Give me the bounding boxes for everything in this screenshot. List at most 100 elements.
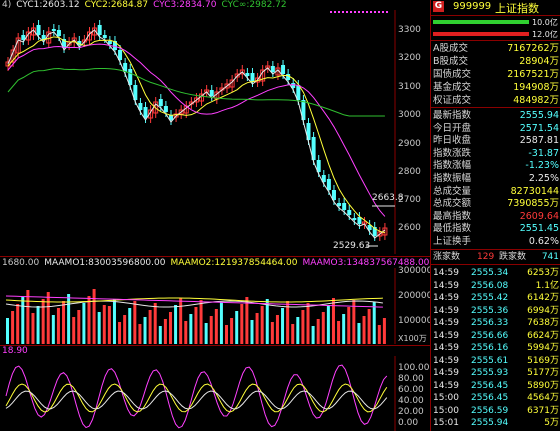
volume-bar-2-label: 12.0亿 xyxy=(532,30,558,39)
tick-row[interactable]: 14:59 2556.66 6624万 xyxy=(431,330,560,342)
candle-body xyxy=(128,69,133,85)
volume-bar xyxy=(56,308,60,344)
quote-label: 指数振幅 xyxy=(433,173,472,184)
tick-price: 2556.66 xyxy=(471,330,509,341)
candle-body xyxy=(245,73,250,76)
panel-divider xyxy=(0,256,430,257)
volume-bar xyxy=(255,313,259,344)
tick-row[interactable]: 15:00 2556.45 4564万 xyxy=(431,392,560,404)
quote-row: B股成交 28904万 xyxy=(431,56,560,67)
volume-bar xyxy=(153,303,157,344)
tick-row[interactable]: 15:00 2556.59 6371万 xyxy=(431,405,560,417)
volume-bar xyxy=(194,307,198,344)
divider xyxy=(431,15,560,16)
panel-divider xyxy=(0,345,430,346)
volume-bar xyxy=(219,302,223,344)
candle-body xyxy=(331,190,336,200)
quote-value: 194908万 xyxy=(513,82,559,93)
tick-volume: 6994万 xyxy=(527,305,559,316)
candle-body xyxy=(326,179,331,190)
quote-row: 最低指数 2551.45 xyxy=(431,223,560,234)
quote-label: A股成交 xyxy=(433,43,468,54)
tick-row[interactable]: 14:59 2555.42 6142万 xyxy=(431,292,560,304)
divider xyxy=(431,249,560,250)
tick-price: 2556.08 xyxy=(471,280,509,291)
volume-ma2 xyxy=(5,297,383,303)
low-price-label: 2529.63 xyxy=(333,241,371,251)
quote-row: 基金成交 194908万 xyxy=(431,82,560,93)
quote-label: 权证成交 xyxy=(433,95,472,106)
candle-body xyxy=(173,113,179,118)
tick-volume: 6253万 xyxy=(527,268,559,278)
candle-body xyxy=(234,73,240,78)
y-tick-label: 2700 xyxy=(398,195,421,205)
candle-body xyxy=(77,41,82,45)
volume-bar xyxy=(321,312,325,344)
tick-volume: 5177万 xyxy=(527,368,559,378)
tick-volume: 5890万 xyxy=(527,380,559,391)
quote-value: 7167262万 xyxy=(507,43,559,54)
quote-row: 权证成交 484982万 xyxy=(431,95,560,106)
ma-line-cyc1 xyxy=(7,29,386,239)
tick-time: 14:59 xyxy=(433,380,459,391)
tick-volume: 5169万 xyxy=(527,355,559,366)
y-tick-label: 2900 xyxy=(398,139,421,149)
candle-body xyxy=(306,123,311,140)
volume-bar xyxy=(337,321,341,344)
volume-bar xyxy=(245,297,249,344)
market-badge[interactable]: G xyxy=(433,1,444,12)
divider xyxy=(431,264,560,265)
candle-body xyxy=(372,227,377,236)
quote-value: 2167521万 xyxy=(507,69,559,80)
volume-bar xyxy=(6,318,9,344)
volume-bar xyxy=(107,306,111,344)
quote-label: 总成交额 xyxy=(433,198,472,210)
down-count: 741 xyxy=(541,252,559,262)
down-count-label: 跌家数 xyxy=(499,252,527,262)
legend-entry: MAAMO3:134837567488.00 xyxy=(302,258,430,268)
quote-label: B股成交 xyxy=(433,56,469,67)
volume-bar xyxy=(189,314,193,344)
candle-body xyxy=(123,63,128,72)
candlestick-chart[interactable] xyxy=(0,10,430,254)
volume-bar xyxy=(209,316,213,344)
tick-row[interactable]: 14:59 2555.34 6253万 xyxy=(431,267,560,279)
oscillator-chart[interactable] xyxy=(0,356,430,431)
tick-row[interactable]: 14:59 2555.36 6994万 xyxy=(431,305,560,317)
quote-label: 指数涨跌 xyxy=(433,147,472,159)
y-tick-label: 200000 xyxy=(398,291,433,301)
tick-row[interactable]: 14:59 2555.61 5169万 xyxy=(431,355,560,367)
volume-chart[interactable] xyxy=(0,268,430,344)
volume-bar xyxy=(301,310,305,344)
candle-body xyxy=(311,137,316,160)
quote-row: 最高指数 2609.64 xyxy=(431,211,560,222)
y-tick-label: 2800 xyxy=(398,167,421,177)
tick-row[interactable]: 15:01 2555.94 5万 xyxy=(431,417,560,429)
volume-bar xyxy=(26,290,30,344)
tick-row[interactable]: 14:59 2556.16 5994万 xyxy=(431,342,560,354)
osc-line-slow xyxy=(5,390,388,410)
tick-row[interactable]: 14:59 2556.45 5890万 xyxy=(431,380,560,392)
market-breadth: 涨家数 129 跌家数 741 xyxy=(431,251,560,263)
volume-bar xyxy=(123,315,127,344)
tick-row[interactable]: 14:59 2555.93 5177万 xyxy=(431,367,560,379)
quote-label: 最低指数 xyxy=(433,223,472,235)
candle-body xyxy=(51,29,56,31)
tick-row[interactable]: 14:59 2556.08 1.1亿 xyxy=(431,280,560,292)
candle-body xyxy=(342,203,347,210)
quote-value: 0.62% xyxy=(528,236,559,247)
tick-price: 2555.61 xyxy=(471,355,509,366)
quote-row: 指数振幅 2.25% xyxy=(431,173,560,184)
y-tick-label: 3000 xyxy=(398,110,421,120)
volume-chart-legend: 1680.00 MAAMO1:83003596800.00 MAAMO2:12193… xyxy=(2,258,434,268)
tick-volume: 6371万 xyxy=(527,405,559,416)
volume-bar xyxy=(362,316,366,344)
y-tick-label: 80.00 xyxy=(398,374,424,384)
high-price-label: 2663.8 xyxy=(372,193,404,203)
quote-label: 昨日收盘 xyxy=(433,135,472,147)
candle-body xyxy=(112,41,117,50)
tick-row[interactable]: 14:59 2556.33 7638万 xyxy=(431,317,560,329)
candle-body xyxy=(347,210,352,215)
tick-time: 14:59 xyxy=(433,355,459,366)
legend-entry: CYC∞:2982.72 xyxy=(221,0,287,10)
